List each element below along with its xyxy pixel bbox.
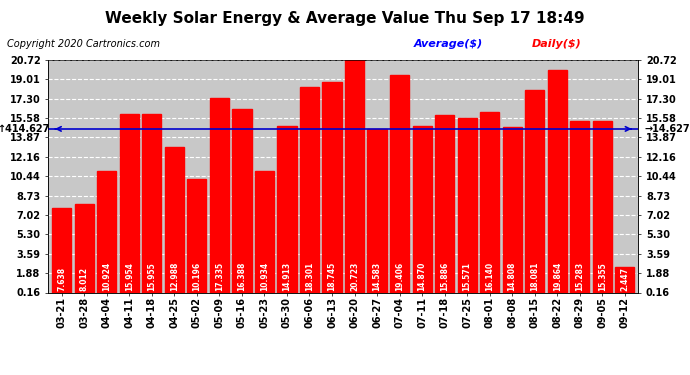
Text: 10.934: 10.934 [260,262,269,291]
Text: 20.723: 20.723 [350,262,359,291]
Bar [142,114,161,294]
Text: 14.583: 14.583 [373,262,382,291]
Bar [502,127,522,294]
Bar [210,98,229,294]
Text: Daily($): Daily($) [531,39,581,50]
Text: 10.196: 10.196 [193,262,201,291]
Text: 18.301: 18.301 [305,262,314,291]
Bar [615,267,634,294]
Text: 15.283: 15.283 [575,262,584,291]
Bar [390,75,409,294]
Bar [525,90,544,294]
Bar [165,147,184,294]
Text: 14.808: 14.808 [508,262,517,291]
Bar [75,204,94,294]
Bar [233,109,252,294]
Text: 19.406: 19.406 [395,262,404,291]
Text: 15.954: 15.954 [125,262,134,291]
Text: Copyright 2020 Cartronics.com: Copyright 2020 Cartronics.com [7,39,160,50]
Text: Average($): Average($) [414,39,483,50]
Text: 18.745: 18.745 [328,262,337,291]
Text: →14.627: →14.627 [644,124,690,134]
Bar [188,179,206,294]
Text: 15.571: 15.571 [462,262,472,291]
Bar [457,118,477,294]
Bar [413,126,432,294]
Text: Weekly Solar Energy & Average Value Thu Sep 17 18:49: Weekly Solar Energy & Average Value Thu … [105,11,585,26]
Text: 16.388: 16.388 [237,262,246,291]
Text: 14.870: 14.870 [417,262,426,291]
Bar [480,112,499,294]
Text: 10.924: 10.924 [102,262,111,291]
Text: 18.081: 18.081 [530,262,539,291]
Text: 15.955: 15.955 [148,263,157,291]
Bar [435,115,454,294]
Bar [255,171,274,294]
Bar [52,208,71,294]
Bar [368,129,386,294]
Bar [300,87,319,294]
Bar [548,70,566,294]
Bar [120,114,139,294]
Text: 2.447: 2.447 [620,267,629,291]
Text: 15.886: 15.886 [440,262,449,291]
Text: 8.012: 8.012 [80,267,89,291]
Bar [322,82,342,294]
Text: 12.988: 12.988 [170,262,179,291]
Bar [593,121,612,294]
Text: 14.913: 14.913 [282,262,291,291]
Bar [345,60,364,294]
Text: 19.864: 19.864 [553,262,562,291]
Bar [277,126,297,294]
Text: 7.638: 7.638 [57,267,66,291]
Text: 17.335: 17.335 [215,262,224,291]
Text: 16.140: 16.140 [485,262,494,291]
Bar [570,122,589,294]
Text: 15.355: 15.355 [598,263,607,291]
Text: ↑414.627: ↑414.627 [0,124,50,134]
Bar [97,171,117,294]
